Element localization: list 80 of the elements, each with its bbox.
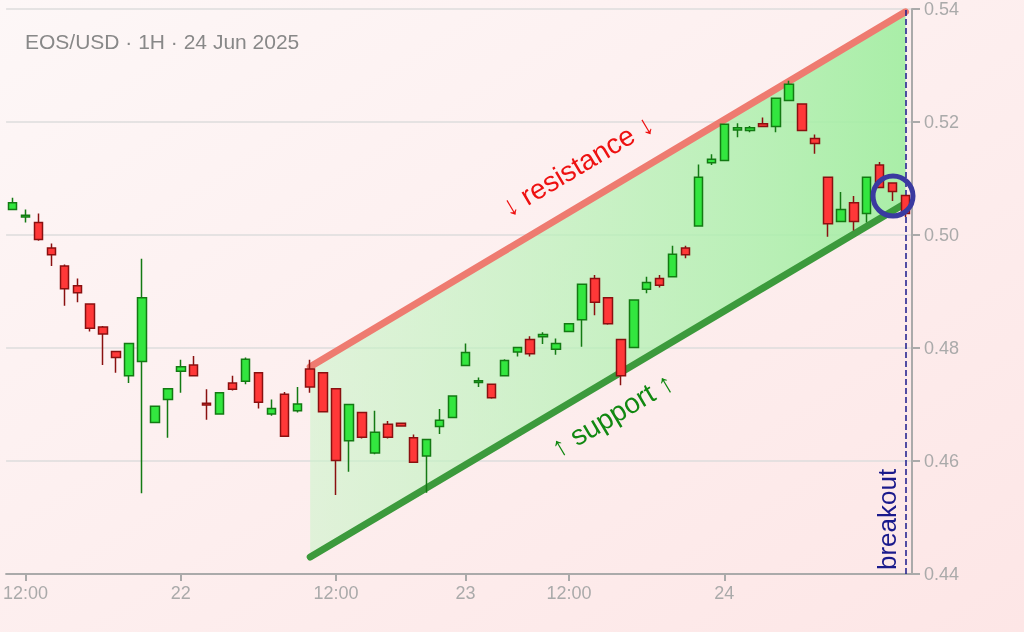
candlestick [7, 196, 18, 211]
candlestick [732, 122, 743, 139]
candlestick [667, 244, 678, 278]
candlestick [602, 296, 614, 326]
candlestick [499, 358, 510, 377]
candlestick [33, 212, 44, 242]
candlestick [149, 405, 161, 424]
x-tick-label: 12:00 [2, 583, 49, 603]
candlestick [97, 325, 109, 366]
candlestick [550, 337, 562, 356]
candlestick [447, 395, 458, 419]
candlestick [835, 191, 847, 223]
candlestick [512, 346, 523, 358]
y-tick-label: 0.50 [924, 225, 960, 245]
candlestick [796, 103, 808, 132]
candlestick [628, 299, 640, 349]
y-tick-label: 0.44 [924, 564, 960, 584]
candlestick [395, 422, 407, 427]
candlestick [214, 391, 225, 415]
candlestick [20, 208, 31, 224]
candlestick [227, 374, 238, 392]
candlestick [809, 133, 821, 155]
candlestick [201, 388, 212, 421]
candlestick [524, 335, 536, 358]
candlestick [576, 283, 588, 348]
candlestick [770, 97, 782, 133]
candlestick [589, 274, 601, 316]
candlestick [162, 387, 174, 439]
x-tick-label: 12:00 [313, 583, 359, 603]
candlestick [369, 409, 381, 455]
candlestick [382, 420, 394, 440]
candlestick [563, 322, 575, 333]
candlestick [421, 438, 432, 494]
x-tick-label: 24 [714, 583, 735, 603]
candlestick [848, 195, 860, 232]
candlestick [46, 242, 57, 267]
candlestick [861, 176, 872, 224]
candlestick [343, 403, 355, 473]
candlestick [719, 123, 730, 162]
candlestick [123, 342, 135, 384]
candlestick [110, 350, 122, 374]
candlestick [486, 383, 497, 400]
candlestick [783, 80, 795, 102]
candlestick [615, 338, 627, 387]
candlestick [292, 386, 303, 414]
y-tick-label: 0.54 [924, 0, 960, 19]
candlestick [84, 302, 96, 333]
candlestick [641, 276, 652, 294]
candlestick [317, 372, 329, 413]
candlestick [240, 356, 251, 385]
candlestick [266, 398, 277, 417]
candlestick [473, 376, 484, 388]
candlestick [279, 391, 290, 437]
candlestick [434, 408, 445, 435]
candlestick [304, 359, 316, 394]
x-tick-label: 22 [170, 583, 191, 603]
candlestick [757, 116, 769, 128]
candlestick [59, 263, 70, 307]
candlestick [693, 163, 704, 227]
x-tick-label: 12:00 [546, 583, 592, 603]
candlestick [175, 359, 187, 394]
candlestick [460, 342, 471, 367]
candlestick [744, 125, 756, 133]
candlestick [887, 182, 898, 202]
candlestick [408, 433, 419, 463]
candlestick [680, 244, 691, 259]
candlestick [72, 277, 83, 303]
text: EOS/USD · 1H · 24 Jun 2025 [25, 30, 300, 53]
candlestick [253, 372, 264, 410]
candlestick [330, 387, 342, 496]
candlestick [822, 176, 834, 238]
candlestick [654, 274, 665, 289]
y-tick-label: 0.46 [924, 451, 960, 471]
candlestick [356, 411, 368, 440]
y-tick-label: 0.52 [924, 112, 960, 132]
x-tick-label: 23 [455, 583, 476, 603]
candlestick [188, 355, 199, 377]
candlestick [136, 257, 148, 494]
text: breakout [871, 468, 902, 570]
y-tick-label: 0.48 [924, 338, 960, 358]
